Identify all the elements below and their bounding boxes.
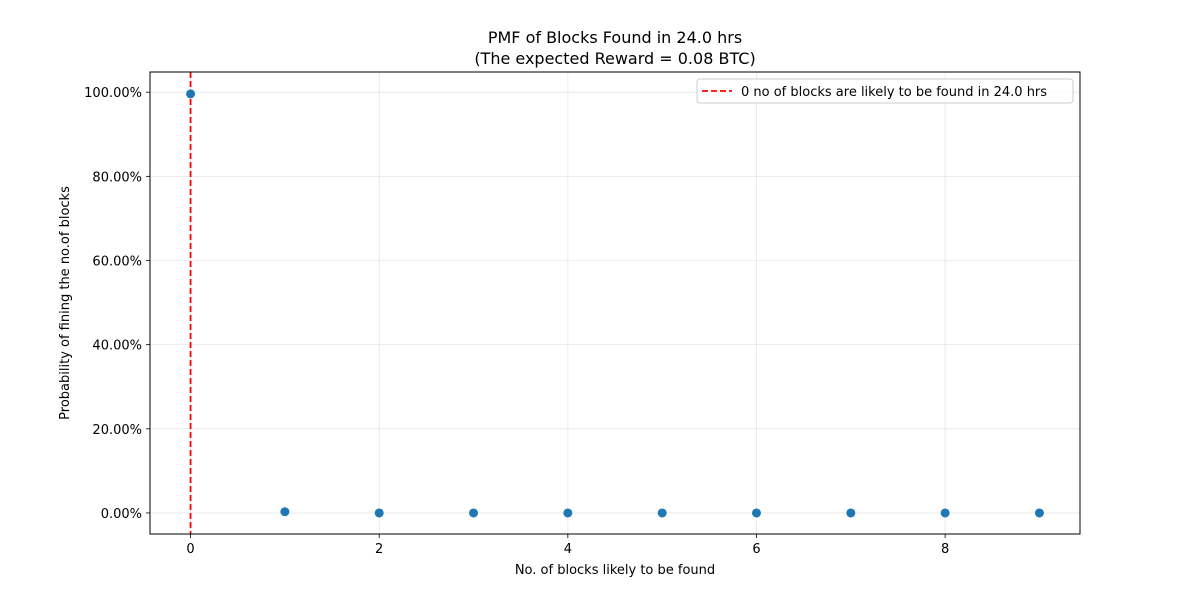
data-point xyxy=(563,508,573,518)
y-tick-label: 80.00% xyxy=(92,170,142,185)
x-axis-ticks: 0 2 4 6 8 xyxy=(186,534,949,557)
x-axis-label: No. of blocks likely to be found xyxy=(515,563,715,578)
legend-box xyxy=(696,78,1074,104)
legend: 0 no of blocks are likely to be found in… xyxy=(696,78,1074,104)
data-point xyxy=(1034,508,1044,518)
data-point xyxy=(469,508,479,518)
data-point xyxy=(846,508,856,518)
x-tick-label: 6 xyxy=(752,542,760,557)
y-tick-label: 0.00% xyxy=(101,507,142,522)
data-point xyxy=(374,508,384,518)
chart-title-line2: (The expected Reward = 0.08 BTC) xyxy=(474,49,755,68)
x-tick-label: 4 xyxy=(564,542,572,557)
y-tick-label: 40.00% xyxy=(92,339,142,354)
chart-title-line1: PMF of Blocks Found in 24.0 hrs xyxy=(488,28,742,47)
plot-frame xyxy=(149,71,1081,535)
y-tick-label: 20.00% xyxy=(92,423,142,438)
x-tick-label: 0 xyxy=(186,542,194,557)
y-tick-label: 100.00% xyxy=(84,86,142,101)
data-point xyxy=(940,508,950,518)
data-point xyxy=(280,507,290,517)
y-tick-label: 60.00% xyxy=(92,255,142,270)
data-point xyxy=(657,508,667,518)
data-point xyxy=(751,508,761,518)
x-tick-label: 2 xyxy=(375,542,383,557)
y-axis-label: Probability of fining the no.of blocks xyxy=(58,186,73,420)
data-point xyxy=(186,89,196,99)
y-axis-ticks: 0.00% 20.00% 40.00% 60.00% 80.00% 100.00% xyxy=(84,86,150,522)
legend-label: 0 no of blocks are likely to be found in… xyxy=(741,85,1047,100)
x-tick-label: 8 xyxy=(941,542,949,557)
data-points xyxy=(186,89,1044,518)
